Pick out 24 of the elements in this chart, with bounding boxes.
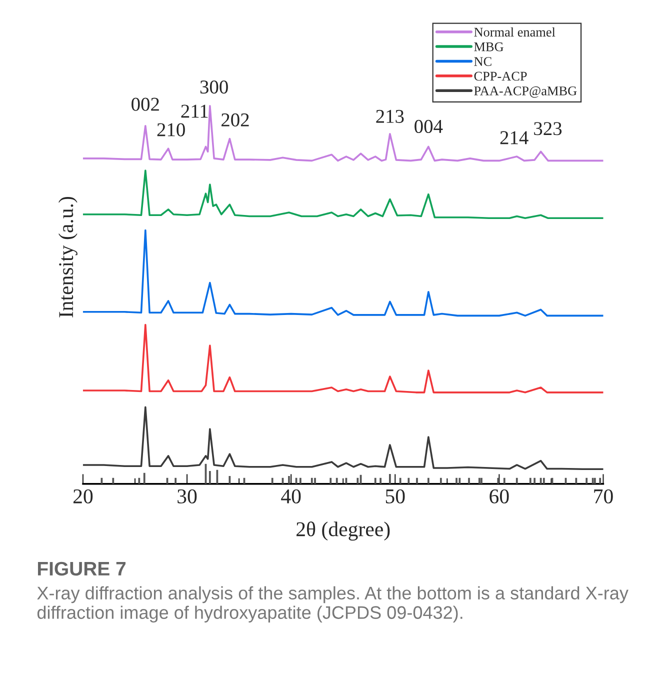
x-tick-label: 50 — [386, 489, 405, 504]
x-tick-label: 60 — [490, 489, 509, 504]
text: X-ray diffraction analysis of the samples. At the bottom is a standard X-ray diffraction image of hydroxyapatite (JCPDS 09-0432). — [37, 586, 628, 623]
x-tick-label: 40 — [281, 489, 301, 504]
x-tick-label: 20 — [73, 489, 93, 504]
x-axis-title: 2θ (degree) — [296, 522, 390, 541]
legend-label: NC — [474, 57, 492, 66]
x-tick-label: 30 — [178, 489, 197, 504]
annotation: 213 — [376, 110, 404, 123]
legend-label: Normal enamel — [474, 27, 556, 37]
annotation: 202 — [222, 113, 249, 126]
annotation: 210 — [157, 123, 185, 136]
legend-label: MBG — [474, 42, 504, 52]
annotation: 211 — [181, 104, 208, 118]
annotation: 002 — [132, 98, 159, 111]
y-axis-title: Intensity (a.u.) — [58, 196, 78, 318]
annotation: 323 — [534, 122, 562, 136]
legend-label: CPP-ACP — [474, 72, 527, 81]
caption: FIGURE 7 — [38, 562, 126, 576]
annotation: 004 — [414, 120, 443, 134]
x-tick-label: 70 — [594, 489, 613, 504]
legend-label: PAA-ACP@aMBG — [474, 86, 577, 98]
annotation: 214 — [500, 131, 528, 144]
annotation: 300 — [200, 80, 228, 94]
